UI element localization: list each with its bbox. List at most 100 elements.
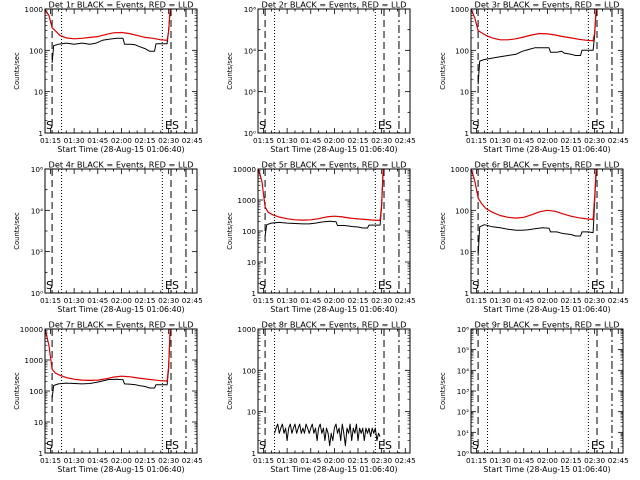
x-tick-label: 02:00 (537, 136, 558, 145)
panel-title: Det 3r BLACK = Events, RED = LLD (475, 0, 620, 10)
y-tick-label: 100 (29, 387, 43, 396)
x-tick-label: 02:30 (584, 296, 605, 305)
x-tick-label: 01:45 (300, 456, 321, 465)
y-axis-title: Counts/sec (439, 372, 447, 410)
y-tick-label: 10² (457, 408, 469, 417)
y-tick-label: 10⁶ (457, 325, 469, 334)
x-tick-label: 02:45 (182, 296, 203, 305)
x-tick-label: 02:30 (584, 136, 605, 145)
series-events-line (477, 9, 597, 85)
panel-title: Det 8r BLACK = Events, RED = LLD (262, 320, 407, 330)
x-tick-label: 01:45 (87, 296, 108, 305)
x-tick-label: 01:15 (40, 296, 61, 305)
x-tick-label: 01:15 (466, 136, 487, 145)
marker-label-start: S (259, 119, 266, 132)
y-tick-label: 10000 (233, 165, 257, 174)
panel-det-8: Det 8r BLACK = Events, RED = LLD S ES 01:15… (226, 320, 416, 475)
y-tick-label: 100 (242, 227, 256, 236)
series-lld-line (471, 9, 597, 42)
y-tick-label: 1000 (237, 325, 256, 334)
x-tick-label: 01:30 (490, 456, 511, 465)
y-tick-label: 10 (247, 258, 257, 267)
panel-det-4: Det 4r BLACK = Events, RED = LLD S ES 01:15… (13, 160, 203, 315)
y-tick-label: 10⁰ (31, 289, 43, 298)
x-tick-label: 01:15 (253, 136, 274, 145)
x-tick-label: 01:15 (40, 136, 61, 145)
y-tick-label: 10⁴ (457, 366, 469, 375)
x-tick-label: 02:00 (324, 136, 345, 145)
y-tick-label: 10 (34, 88, 44, 97)
x-axis-title: Start Time (28-Aug-15 01:06:40) (270, 145, 397, 154)
panel-det-7: Det 7r BLACK = Events, RED = LLD S ES 01:15… (13, 320, 203, 475)
y-axis-title: Counts/sec (226, 372, 234, 410)
marker-label-end: ES (378, 279, 392, 292)
panel-det-3: Det 3r BLACK = Events, RED = LLD S ES 01:15… (439, 0, 629, 154)
panel-det-9: Det 9r BLACK = Events, RED = LLD S ES 01:15… (439, 320, 629, 475)
plot-frame (470, 168, 624, 294)
marker-label-end: ES (378, 439, 392, 452)
x-tick-label: 02:45 (182, 136, 203, 145)
x-tick-label: 02:45 (608, 296, 629, 305)
x-tick-label: 01:30 (277, 296, 298, 305)
x-tick-label: 02:00 (537, 456, 558, 465)
plot-frame (257, 168, 411, 294)
x-axis-title: Start Time (28-Aug-15 01:06:40) (483, 465, 610, 474)
y-axis-title: Counts/sec (13, 212, 21, 250)
panel-title: Det 5r BLACK = Events, RED = LLD (262, 160, 407, 170)
y-tick-label: 1 (251, 449, 256, 458)
x-tick-label: 01:45 (300, 296, 321, 305)
x-tick-label: 02:15 (348, 136, 369, 145)
x-tick-label: 02:45 (182, 456, 203, 465)
y-axis-title: Counts/sec (226, 212, 234, 250)
x-tick-label: 01:30 (490, 296, 511, 305)
marker-label-start: S (259, 279, 266, 292)
y-axis-title: Counts/sec (226, 52, 234, 90)
y-tick-label: 1 (464, 289, 469, 298)
y-tick-label: 10 (34, 418, 44, 427)
x-tick-label: 02:15 (135, 136, 156, 145)
x-tick-label: 02:30 (371, 136, 392, 145)
marker-label-end: ES (165, 119, 179, 132)
plot-frame (470, 8, 624, 134)
x-axis-title: Start Time (28-Aug-15 01:06:40) (270, 305, 397, 314)
plot-frame (470, 328, 624, 454)
marker-label-start: S (46, 119, 53, 132)
marker-label-start: S (46, 439, 53, 452)
x-tick-label: 01:45 (87, 456, 108, 465)
x-tick-label: 01:30 (64, 296, 85, 305)
y-tick-label: 10 (247, 408, 257, 417)
marker-label-end: ES (165, 279, 179, 292)
x-tick-label: 02:00 (111, 296, 132, 305)
x-tick-label: 01:30 (277, 136, 298, 145)
y-tick-label: 10³ (457, 387, 469, 396)
plot-frame (44, 8, 198, 134)
y-tick-label: 100 (29, 46, 43, 55)
x-tick-label: 01:30 (490, 136, 511, 145)
x-tick-label: 02:45 (608, 456, 629, 465)
marker-label-start: S (259, 439, 266, 452)
x-tick-label: 01:45 (300, 136, 321, 145)
x-tick-label: 01:30 (277, 456, 298, 465)
x-tick-label: 01:15 (253, 296, 274, 305)
series-lld-line (45, 329, 171, 382)
x-tick-label: 01:45 (87, 136, 108, 145)
x-tick-label: 01:45 (513, 456, 534, 465)
y-tick-label: 10⁵ (457, 346, 469, 355)
plot-frame (44, 168, 198, 294)
y-tick-label: 10⁴ (244, 46, 256, 55)
x-tick-label: 02:15 (561, 456, 582, 465)
x-tick-label: 02:15 (561, 296, 582, 305)
y-tick-label: 100 (455, 46, 469, 55)
y-tick-label: 10⁶ (244, 5, 256, 14)
panel-det-1: Det 1r BLACK = Events, RED = LLD S ES 01:15… (13, 0, 203, 154)
panel-title: Det 7r BLACK = Events, RED = LLD (49, 320, 194, 330)
series-lld-line (45, 9, 171, 41)
series-lld-line (258, 169, 384, 221)
marker-label-end: ES (378, 119, 392, 132)
y-tick-label: 1000 (24, 356, 43, 365)
marker-label-start: S (46, 279, 53, 292)
y-axis-title: Counts/sec (439, 52, 447, 90)
marker-label-end: ES (591, 439, 605, 452)
panel-det-2: Det 2r BLACK = Events, RED = LLD S ES 01:15… (226, 0, 416, 154)
y-tick-label: 1000 (450, 165, 469, 174)
